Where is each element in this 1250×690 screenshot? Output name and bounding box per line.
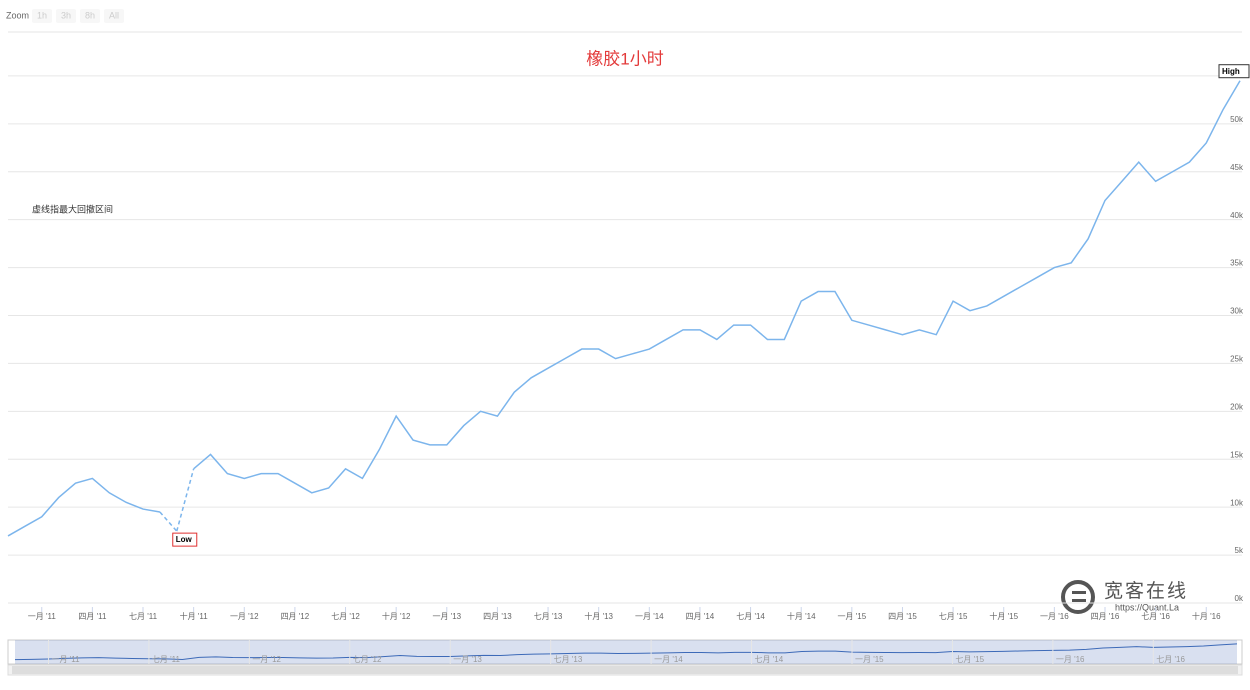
chart-title: 橡胶1小时: [586, 49, 663, 68]
navigator-tick-label: 七月 '16: [1156, 655, 1185, 664]
navigator-tick-label: 一月 '12: [252, 655, 281, 664]
navigator-tick-label: 七月 '15: [955, 655, 984, 664]
watermark-logo: [1061, 580, 1095, 614]
x-tick-label: 七月 '15: [939, 612, 968, 621]
x-tick-label: 十月 '15: [989, 611, 1018, 621]
drawdown-line: [176, 468, 195, 532]
y-tick-label: 25k: [1230, 355, 1244, 364]
zoom-label: Zoom: [6, 10, 29, 20]
navigator-tick-label: 一月 '13: [453, 655, 482, 664]
x-tick-label: 七月 '16: [1141, 612, 1170, 621]
x-tick-label: 七月 '11: [129, 612, 158, 621]
navigator-tick-label: 一月 '14: [654, 655, 683, 664]
y-tick-label: 0k: [1235, 594, 1244, 603]
x-tick-label: 十月 '14: [787, 611, 816, 621]
zoom-button-label[interactable]: 8h: [85, 10, 95, 20]
y-tick-label: 5k: [1235, 546, 1244, 555]
annotation: 虚线指最大回撤区间: [32, 203, 113, 214]
x-tick-label: 一月 '14: [635, 612, 664, 621]
navigator-tick-label: 七月 '14: [755, 655, 784, 664]
zoom-button[interactable]: [32, 9, 52, 23]
flag: [1218, 64, 1250, 79]
watermark-url: https://Quant.La: [1115, 602, 1179, 612]
y-tick-label: 15k: [1230, 450, 1244, 459]
y-tick-label: 50k: [1230, 115, 1244, 124]
navigator-mask: [15, 640, 1237, 664]
navigator-line: [14, 643, 1238, 661]
navigator[interactable]: [7, 639, 1243, 665]
scrollbar-thumb[interactable]: [12, 666, 1238, 674]
x-tick-label: 十月 '12: [382, 611, 411, 621]
x-tick-label: 一月 '12: [230, 612, 259, 621]
y-tick-label: 10k: [1230, 498, 1244, 507]
navigator-tick-label: 七月 '13: [554, 655, 583, 664]
x-tick-label: 七月 '12: [331, 612, 360, 621]
x-tick-label: 一月 '11: [28, 612, 57, 621]
navigator-tick-label: 一月 '16: [1056, 655, 1085, 664]
x-tick-label: 四月 '14: [686, 612, 715, 621]
watermark-name: 宽客在线: [1104, 580, 1188, 602]
drawdown-line: [159, 511, 178, 532]
watermark-logo-bar: [1072, 591, 1086, 594]
y-tick-label: 20k: [1230, 402, 1244, 411]
x-tick-label: 十月 '13: [584, 611, 613, 621]
x-tick-label: 四月 '12: [281, 612, 310, 621]
navigator-tick-label: 七月 '11: [152, 655, 181, 664]
x-tick-label: 七月 '13: [534, 612, 563, 621]
x-tick-label: 一月 '13: [432, 612, 461, 621]
x-tick-label: 十月 '16: [1192, 611, 1221, 621]
zoom-button-label[interactable]: 1h: [37, 10, 47, 20]
y-tick-label: 30k: [1230, 307, 1244, 316]
flag: [172, 532, 198, 547]
navigator-tick-label: 七月 '12: [353, 655, 382, 664]
x-tick-label: 四月 '11: [78, 612, 107, 621]
x-tick-label: 七月 '14: [736, 612, 765, 621]
watermark: 宽客在线 https://Quant.La: [1061, 580, 1188, 614]
navigator-tick-label: 一月 '11: [51, 655, 80, 664]
x-tick-label: 一月 '15: [838, 612, 867, 621]
y-tick-label: 40k: [1230, 211, 1244, 220]
x-tick-label: 一月 '16: [1040, 612, 1069, 621]
series-line: [7, 477, 161, 537]
x-tick-label: 四月 '13: [483, 612, 512, 621]
y-tick-label: 45k: [1230, 163, 1244, 172]
x-tick-label: 四月 '15: [888, 612, 917, 621]
watermark-logo-bar: [1072, 599, 1086, 602]
flag-label: High: [1222, 67, 1240, 76]
zoom-button-label[interactable]: 3h: [61, 10, 71, 20]
flag-label: Low: [176, 535, 193, 544]
series-line: [193, 80, 1241, 494]
x-tick-label: 四月 '16: [1091, 612, 1120, 621]
zoom-button[interactable]: [80, 9, 100, 23]
x-tick-label: 十月 '11: [180, 611, 209, 621]
y-tick-label: 35k: [1230, 259, 1244, 268]
zoom-button-label[interactable]: All: [109, 10, 119, 20]
zoom-button[interactable]: [56, 9, 76, 23]
navigator-tick-label: 一月 '15: [855, 655, 884, 664]
zoom-button[interactable]: [104, 9, 124, 23]
